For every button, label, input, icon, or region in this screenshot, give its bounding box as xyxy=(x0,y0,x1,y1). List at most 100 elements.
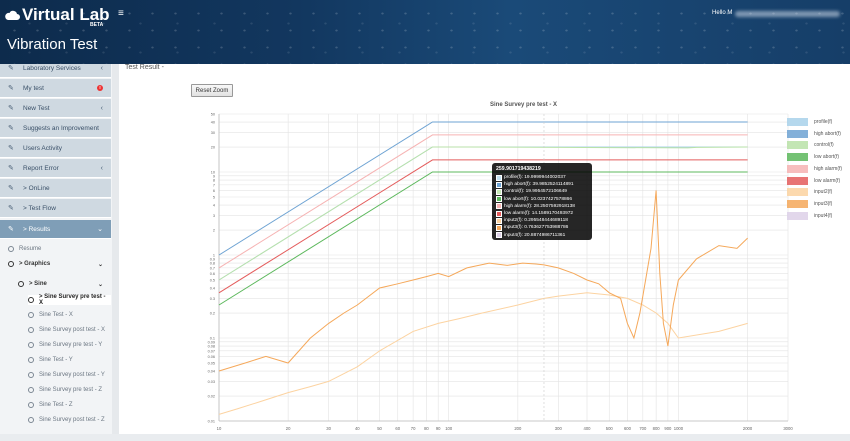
x-tick-label: 40 xyxy=(355,426,360,431)
sidebar-item-new-test[interactable]: ✎ New Test ‹ xyxy=(0,99,111,118)
series-line-low-alarm-f- xyxy=(218,159,748,294)
horizontal-scrollbar[interactable] xyxy=(0,434,850,441)
x-tick-label: 20 xyxy=(286,426,291,431)
sidebar-test-item[interactable]: Sine Test - Y xyxy=(28,355,111,365)
legend-swatch xyxy=(787,141,808,150)
sidebar-sub-label: > Graphics xyxy=(19,261,51,267)
sidebar-test-item[interactable]: Sine Survey post test - X xyxy=(28,325,111,335)
sidebar-graphics[interactable]: > Graphics ⌄ xyxy=(8,259,111,269)
y-tick-label: 0.1 xyxy=(210,337,215,341)
legend-item[interactable]: high alarm(f) xyxy=(787,164,849,174)
legend-item[interactable]: input3(f) xyxy=(787,199,849,209)
user-greeting[interactable]: Hello M xyxy=(712,10,733,16)
y-tick-label: 0.06 xyxy=(208,355,215,359)
x-tick-label: 3000 xyxy=(783,426,793,431)
legend-item[interactable]: control(f) xyxy=(787,140,849,150)
circle-icon xyxy=(8,246,14,252)
tooltip-swatch xyxy=(496,196,502,203)
x-tick-label: 10 xyxy=(217,426,222,431)
sidebar-resume[interactable]: Resume xyxy=(8,244,111,254)
chevron-left-icon: ‹ xyxy=(100,104,103,112)
wrench-icon: ✎ xyxy=(8,145,14,152)
y-tick-label: 30 xyxy=(211,131,215,135)
sidebar-item-results[interactable]: ✎ > Results ⌄ xyxy=(0,220,111,239)
legend-item[interactable]: input2(f) xyxy=(787,187,849,197)
y-tick-label: 0.05 xyxy=(208,361,215,365)
sidebar-item-test-flow[interactable]: ✎ > Test Flow xyxy=(0,199,111,218)
sidebar-sub-label: Sine Survey post test - Z xyxy=(39,417,105,423)
circle-icon xyxy=(28,372,34,378)
x-tick-label: 300 xyxy=(555,426,563,431)
wrench-icon: ✎ xyxy=(8,226,14,233)
frequency-chart[interactable]: 10 20 30 40 50 60 70 80 90 100 200 300 400 500 600 700 8… xyxy=(195,108,795,433)
wrench-icon: ✎ xyxy=(8,65,14,72)
tooltip-row-text: low abort(f): 10.0237427578866 xyxy=(504,196,573,202)
sidebar-test-item[interactable]: Sine Survey pre test - Y xyxy=(28,340,111,350)
tooltip-row-text: high alarm(f): 28.2507592918138 xyxy=(504,203,575,209)
sidebar-test-item[interactable]: Sine Test - Z xyxy=(28,400,111,410)
x-tick-label: 80 xyxy=(424,426,429,431)
chevron-down-icon: ⌄ xyxy=(98,281,104,288)
sidebar-item-users-activity[interactable]: ✎ Users Activity xyxy=(0,139,111,158)
series-line-input3-f- xyxy=(218,190,748,372)
sidebar-test-item[interactable]: Sine Test - X xyxy=(28,310,111,320)
series-line-high-alarm-f- xyxy=(218,134,748,269)
y-tick-label: 4 xyxy=(213,204,215,208)
reset-zoom-button[interactable]: Reset Zoom xyxy=(191,84,233,97)
circle-icon xyxy=(28,417,34,423)
sidebar-test-item[interactable]: > Sine Survey pre test - X xyxy=(28,294,111,306)
sidebar-item-my-test[interactable]: ✎ My test! xyxy=(0,79,111,98)
y-tick-label: 0.01 xyxy=(208,420,215,424)
legend-item[interactable]: low alarm(f) xyxy=(787,176,849,186)
sidebar-item-label: Suggests an Improvement xyxy=(23,124,99,132)
sidebar-item-laboratory-services[interactable]: ✎ Laboratory Services ‹ xyxy=(0,64,111,78)
app-logo[interactable]: Virtual Lab xyxy=(4,5,110,25)
sidebar-scrollbar[interactable] xyxy=(112,64,119,441)
x-tick-label: 900 xyxy=(664,426,672,431)
sidebar-item-label: Users Activity xyxy=(23,144,63,152)
sidebar-sub-label: Sine Survey pre test - Y xyxy=(39,342,103,348)
wrench-icon: ✎ xyxy=(8,205,14,212)
tooltip-row: control(f): 19.9954572106649 xyxy=(496,188,588,195)
series-line-profile-f- xyxy=(218,146,748,281)
tooltip-swatch xyxy=(496,217,502,224)
sidebar-item-suggests-an-improvement[interactable]: ✎ Suggests an Improvement xyxy=(0,119,111,138)
sidebar-sine[interactable]: > Sine ⌄ xyxy=(18,279,111,289)
tooltip-title: 259.901719438219 xyxy=(496,166,541,172)
legend-item[interactable]: low abort(f) xyxy=(787,152,849,162)
y-tick-label: 0.3 xyxy=(210,297,215,301)
sidebar-sub-label: > Sine xyxy=(29,281,47,287)
legend-swatch xyxy=(787,199,808,208)
tooltip-row: input3(f): 0.763627753988786 xyxy=(496,224,588,231)
sidebar-item-report-error[interactable]: ✎ Report Error ‹ xyxy=(0,159,111,178)
sidebar-test-item[interactable]: Sine Survey post test - Z xyxy=(28,415,111,425)
series-line-control-f- xyxy=(218,146,748,281)
sidebar-item-label: Report Error xyxy=(23,164,59,172)
tooltip-row-text: low alarm(f): 14.1589170493972 xyxy=(504,211,574,217)
tooltip-row-text: input4(f): 20.8874986711361 xyxy=(504,232,566,238)
legend-label: control(f) xyxy=(814,142,834,149)
y-tick-label: 9 xyxy=(213,174,215,178)
circle-icon xyxy=(18,281,24,287)
sidebar-item-label: > OnLine xyxy=(23,184,50,192)
legend-swatch xyxy=(787,188,808,197)
legend-label: input3(f) xyxy=(814,200,833,207)
legend-label: input4(f) xyxy=(814,212,833,219)
y-tick-label: 0.6 xyxy=(210,272,215,276)
circle-icon xyxy=(28,387,34,393)
y-tick-label: 20 xyxy=(211,146,215,150)
legend-label: high alarm(f) xyxy=(814,165,843,172)
sidebar-test-item[interactable]: Sine Survey post test - Y xyxy=(28,370,111,380)
circle-icon xyxy=(28,312,34,318)
legend-item[interactable]: profile(f) xyxy=(787,117,849,127)
legend-item[interactable]: input4(f) xyxy=(787,211,849,221)
hamburger-icon[interactable]: ≡ xyxy=(118,8,124,19)
circle-icon xyxy=(28,342,34,348)
legend-item[interactable]: high abort(f) xyxy=(787,129,849,139)
legend-label: high abort(f) xyxy=(814,130,841,137)
sidebar-test-item[interactable]: Sine Survey pre test - Z xyxy=(28,385,111,395)
chart-tooltip: 259.901719438219 profile(f): 19.99999440… xyxy=(492,163,592,240)
sidebar-sub-label: Sine Survey pre test - Z xyxy=(39,387,103,393)
sidebar-item-online[interactable]: ✎ > OnLine xyxy=(0,179,111,198)
y-tick-label: 3 xyxy=(213,214,215,218)
